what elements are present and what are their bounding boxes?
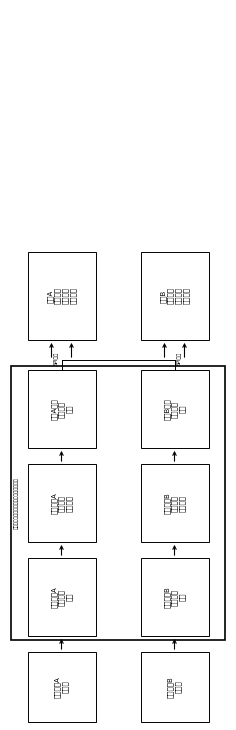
Text: 数据通道B
信号调理
滤波模块: 数据通道B 信号调理 滤波模块 [164,492,185,514]
Text: 控制通道B
传感器: 控制通道B 传感器 [167,676,182,698]
FancyBboxPatch shape [28,464,96,542]
FancyBboxPatch shape [28,252,96,340]
FancyBboxPatch shape [140,558,208,636]
Bar [11,366,225,640]
Text: 控制通道B
数据采集
模块: 控制通道B 数据采集 模块 [164,586,185,608]
FancyBboxPatch shape [140,464,208,542]
Text: 控制通道A
传感器: 控制通道A 传感器 [54,676,69,698]
Text: 控制通道A
数据采集
模块: 控制通道A 数据采集 模块 [51,586,72,608]
Text: 通道B数字
信号处理
模块: 通道B数字 信号处理 模块 [164,398,185,420]
Text: SPI总线: SPI总线 [177,352,182,365]
Text: SPI总线: SPI总线 [54,352,59,365]
FancyBboxPatch shape [28,558,96,636]
FancyBboxPatch shape [28,370,96,448]
FancyBboxPatch shape [140,252,208,340]
Text: 通道A
控制规律
计算模块
输出控制: 通道A 控制规律 计算模块 输出控制 [47,288,76,304]
Text: 通道B
控制规律
计算模块
输出控制: 通道B 控制规律 计算模块 输出控制 [160,288,189,304]
Text: 通道A数字
信号处理
模块: 通道A数字 信号处理 模块 [51,398,72,420]
FancyBboxPatch shape [140,652,208,722]
FancyBboxPatch shape [28,652,96,722]
FancyBboxPatch shape [140,370,208,448]
Text: 发动机双通道电子控制系统数据采集模块: 发动机双通道电子控制系统数据采集模块 [14,477,19,529]
Text: 数据通道A
信号调理
滤波模块: 数据通道A 信号调理 滤波模块 [51,492,72,514]
